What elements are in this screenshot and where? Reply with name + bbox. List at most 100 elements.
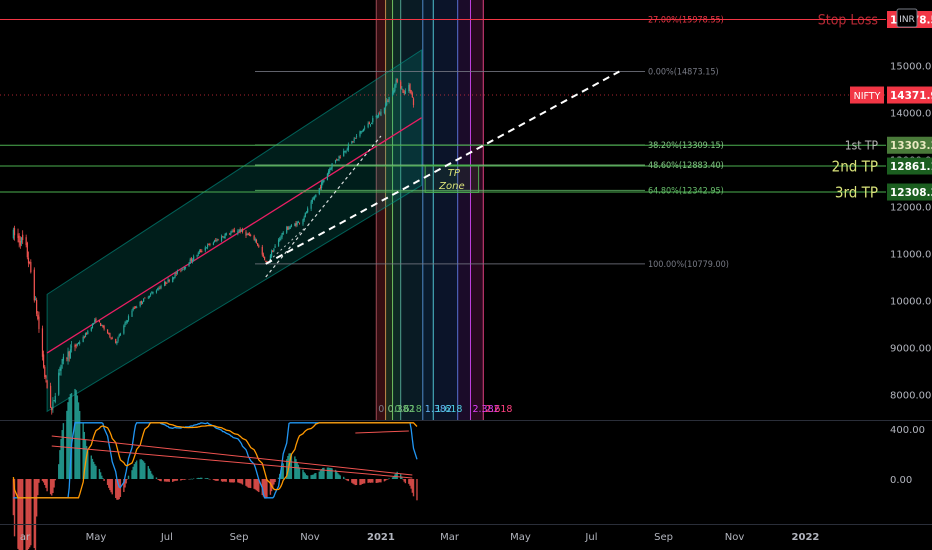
candle-body [110,337,112,339]
candle-body [184,266,187,268]
candle-body [314,197,316,199]
histogram-bar [387,479,389,480]
candle-body [380,111,382,116]
time-tick-label: 2021 [367,532,395,543]
candle-body [408,84,410,91]
candle-body [108,332,110,334]
histogram-bar [402,479,404,480]
candle-body [319,187,322,189]
candle-body [118,334,120,337]
indicator-trend-line [51,435,413,476]
currency-button[interactable] [896,8,918,28]
fib-level-label: 100.00%(10779.00) [648,260,729,270]
histogram-bar [46,479,48,492]
candle-body [297,221,299,223]
histogram-bar [380,479,382,483]
candle-body [279,238,281,241]
histogram-bar [408,479,410,484]
candle-body [98,320,101,323]
histogram-bar [326,467,329,479]
histogram-bar [355,479,358,485]
candle-body [163,282,166,286]
candle-body [111,338,113,340]
candle-body [165,281,167,284]
histogram-bar [329,467,331,479]
histogram-bar [159,479,161,482]
histogram-bar [256,479,259,492]
histogram-bar [85,446,88,479]
candle-body [354,137,356,139]
candle-body [159,287,161,289]
histogram-bar [147,466,149,479]
candle-body [83,336,85,338]
histogram-bar [90,455,92,479]
fib-time-label: 0.382 [388,404,415,415]
histogram-bar [18,479,20,550]
histogram-bar [384,479,387,481]
histogram-bar [27,479,30,550]
histogram-bar [44,479,46,486]
candle-body [13,228,16,236]
candle-body [311,199,313,203]
candle-body [396,79,398,82]
histogram-bar [337,473,339,479]
candle-body [197,252,199,255]
histogram-bar [152,475,154,479]
histogram-bar [208,478,210,480]
histogram-bar [230,479,232,483]
histogram-bar [38,479,40,483]
histogram-bar [58,464,60,479]
candle-body [326,173,329,181]
candle-body [68,351,70,357]
candle-body [61,358,63,364]
candle-body [123,325,125,334]
histogram-bar [401,476,403,479]
candle-body [37,314,39,319]
histogram-bar [54,479,56,481]
signal-line [12,422,418,499]
histogram-bar [416,479,418,501]
candle-body [305,212,308,214]
candle-body [401,88,403,90]
histogram-bar [320,469,323,479]
histogram-bar [67,402,69,479]
fib-time-zone-band [400,0,423,420]
candle-body [379,113,381,115]
histogram-bar [231,479,233,483]
histogram-bar [160,479,162,482]
histogram-bar [175,479,177,481]
candle-body [134,307,137,309]
histogram-bar [286,459,288,479]
candle-body [124,322,126,326]
histogram-bar [20,479,23,550]
histogram-bar [409,479,411,486]
candle-body [312,198,315,200]
candle-body [411,93,413,98]
histogram-bar [60,439,62,479]
histogram-bar [237,479,239,483]
candle-body [77,343,80,345]
histogram-bar [76,395,79,479]
histogram-bar [28,479,31,548]
trend-line-connector [265,227,306,265]
tp1-badge-text: 13303.30 [890,140,932,152]
candle-body [155,290,158,293]
candle-body [33,269,35,301]
histogram-bar [334,469,337,479]
candle-body [183,267,185,270]
histogram-bar [59,450,61,479]
price-tick-label: 11000.00 [890,250,932,261]
candle-body [188,263,190,267]
candle-body [127,316,130,321]
price-tick-label: 15000.00 [890,62,932,73]
level-name-label: 1st TP [845,139,879,153]
histogram-bar [151,473,153,479]
candle-body [386,100,388,105]
histogram-bar [173,479,175,482]
candle-body [139,301,141,307]
candle-body [19,241,21,246]
histogram-bar [140,459,143,479]
histogram-bar [255,479,258,491]
histogram-bar [370,479,373,483]
